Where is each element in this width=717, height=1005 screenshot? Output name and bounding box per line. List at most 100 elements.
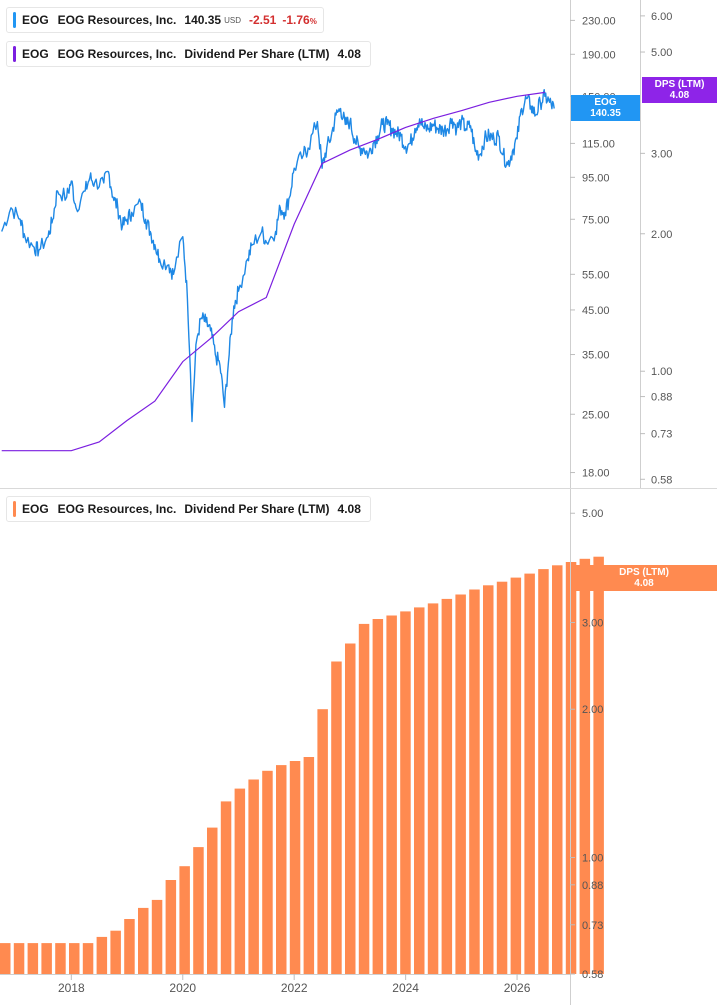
price-legend[interactable]: EOG EOG Resources, Inc. 140.35 USD -2.51…: [6, 7, 324, 33]
legend-currency: USD: [224, 15, 241, 25]
dps-bar: [13, 943, 25, 974]
dps-bar: [552, 565, 563, 974]
dps-bar: [69, 943, 80, 974]
dps-bar: [27, 943, 39, 974]
dps-bar: [82, 943, 94, 974]
dps-bar: [386, 615, 397, 974]
time-axis-tick-label: 2022: [281, 981, 308, 995]
dps-bar: [248, 779, 259, 974]
dps-bar: [358, 623, 370, 974]
legend-change-pct: -1.76%: [282, 13, 317, 27]
price-axis: 230.00190.00150.00115.0095.0075.0055.004…: [570, 15, 616, 480]
dps-bar: [151, 899, 163, 974]
dps-bar: [193, 847, 204, 974]
dps-bar-last-value-tag: DPS (LTM) 4.08: [571, 565, 717, 591]
bar-axis-tick-label: 5.00: [582, 508, 603, 520]
dps-bar: [165, 880, 177, 974]
dps-series-line: [1, 91, 545, 452]
legend-ticker: EOG: [22, 13, 49, 27]
dps-bars: [0, 556, 604, 974]
tag-label: DPS (LTM): [619, 567, 669, 578]
bar-axis-tick-label: 2.00: [582, 704, 603, 716]
bar-axis: 5.00 3.00 2.00 1.00 0.88 0.73 0.58: [570, 508, 603, 981]
time-axis: 2018 2020 2022 2024 2026: [58, 974, 531, 995]
dps-bar: [331, 661, 342, 974]
dps-bar: [138, 907, 149, 974]
dps-axis-tick-label: 0.88: [651, 392, 672, 404]
dps-axis-tick-label: 1.00: [651, 366, 672, 378]
dps-axis: 6.00 5.00 3.00 2.00 1.00 0.88 0.73 0.58: [640, 11, 672, 486]
dps-bar: [414, 607, 425, 974]
price-axis-tick-label: 75.00: [582, 214, 610, 226]
dps-bar: [524, 573, 535, 974]
dps-legend-top[interactable]: EOG EOG Resources, Inc. Dividend Per Sha…: [6, 41, 371, 67]
dps-bar-chart: 5.00 3.00 2.00 1.00 0.88 0.73 0.58 2018 2020 202…: [0, 489, 604, 1005]
dps-axis-tick-label: 0.58: [651, 474, 672, 486]
dps-bar: [579, 558, 591, 974]
dps-bar: [317, 709, 328, 974]
price-axis-tick-label: 115.00: [582, 138, 615, 150]
bar-axis-tick-label: 0.58: [582, 969, 603, 981]
dps-axis-tick-label: 3.00: [651, 148, 672, 160]
dps-bar: [372, 619, 384, 974]
dps-bar: [207, 827, 218, 974]
dps-legend-bottom[interactable]: EOG EOG Resources, Inc. Dividend Per Sha…: [6, 496, 371, 522]
dps-axis-tick-label: 5.00: [651, 47, 672, 59]
legend-metric: Dividend Per Share (LTM): [184, 502, 330, 516]
time-axis-tick-label: 2020: [169, 981, 196, 995]
bar-axis-tick-label: 1.00: [582, 852, 603, 864]
dps-legend-swatch: [13, 46, 16, 62]
tag-value: 4.08: [634, 578, 654, 589]
pane-separator[interactable]: [0, 488, 717, 489]
dps-bar: [41, 943, 52, 974]
dps-bar: [179, 866, 190, 974]
dps-bar: [400, 611, 411, 974]
legend-company-name: EOG Resources, Inc.: [57, 47, 177, 61]
legend-ticker: EOG: [22, 502, 49, 516]
dps-legend-swatch: [13, 501, 16, 517]
legend-metric-value: 4.08: [337, 502, 361, 516]
dps-bar: [234, 788, 246, 974]
dps-bar: [110, 930, 121, 974]
dps-last-value-tag: DPS (LTM) 4.08: [642, 77, 717, 103]
price-chart: 230.00190.00150.00115.0095.0075.0055.004…: [1, 0, 672, 488]
price-axis-tick-label: 35.00: [582, 350, 610, 362]
dps-axis-tick-label: 0.73: [651, 429, 672, 441]
time-axis-tick-label: 2018: [58, 981, 85, 995]
price-axis-tick-label: 18.00: [582, 468, 610, 480]
price-axis-tick-label: 25.00: [582, 409, 610, 421]
dps-bar: [276, 765, 287, 974]
legend-metric: Dividend Per Share (LTM): [184, 47, 330, 61]
dps-bar: [496, 581, 508, 974]
price-last-value-tag: EOG 140.35: [571, 95, 640, 121]
dps-bar: [483, 585, 494, 974]
dps-bar: [96, 936, 108, 974]
dps-bar: [593, 556, 604, 974]
dps-bar: [469, 589, 480, 974]
dps-bar: [538, 569, 549, 974]
tag-label: EOG: [594, 97, 617, 108]
dps-bar: [441, 598, 453, 974]
price-axis-tick-label: 95.00: [582, 172, 610, 184]
price-axis-tick-label: 230.00: [582, 15, 616, 27]
legend-metric-value: 4.08: [337, 47, 361, 61]
tag-value: 140.35: [590, 108, 621, 119]
time-axis-tick-label: 2026: [504, 981, 531, 995]
legend-company-name: EOG Resources, Inc.: [57, 13, 177, 27]
time-axis-tick-label: 2024: [392, 981, 419, 995]
dps-bar: [55, 943, 66, 974]
dps-bar: [0, 943, 11, 974]
bar-axis-tick-label: 3.00: [582, 618, 603, 630]
legend-price-value: 140.35: [184, 13, 222, 27]
dps-bar: [303, 757, 315, 974]
dps-bar: [289, 761, 301, 974]
dps-bar: [455, 594, 466, 974]
legend-ticker: EOG: [22, 47, 49, 61]
bar-axis-tick-label: 0.88: [582, 880, 603, 892]
legend-change: -2.51: [248, 13, 277, 27]
tag-label: DPS (LTM): [654, 79, 705, 90]
price-axis-tick-label: 55.00: [582, 269, 610, 281]
price-legend-swatch: [13, 12, 16, 28]
legend-company-name: EOG Resources, Inc.: [57, 502, 177, 516]
dps-bar: [220, 801, 232, 974]
